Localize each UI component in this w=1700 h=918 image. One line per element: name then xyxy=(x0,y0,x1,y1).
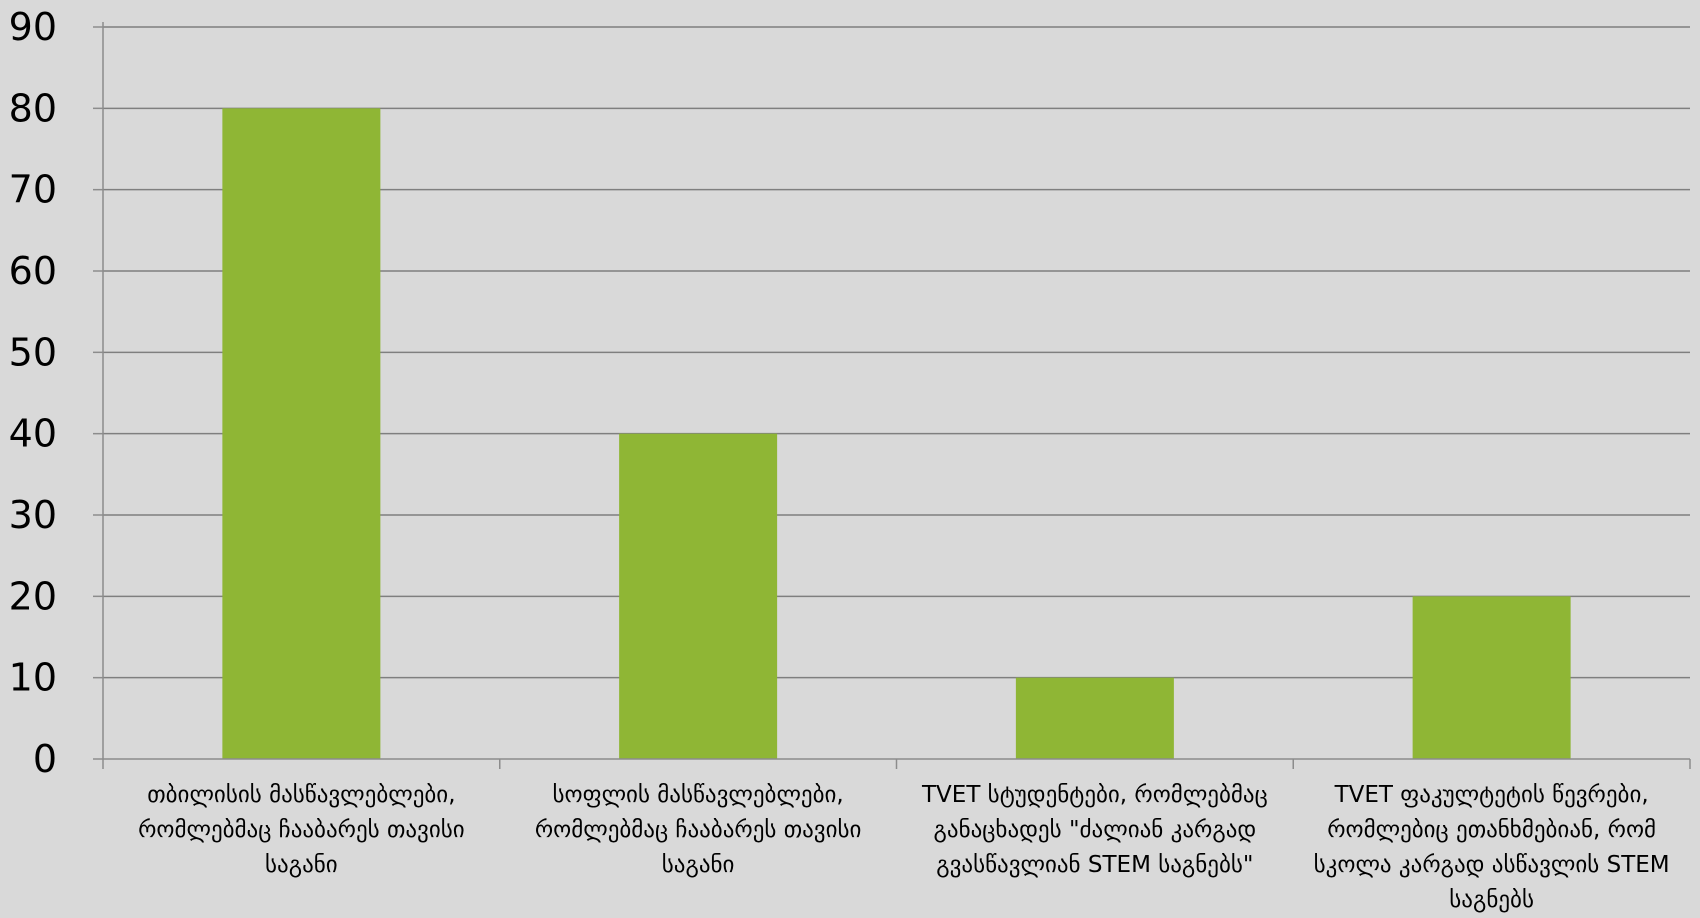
y-tick-label: 20 xyxy=(9,574,57,618)
axes xyxy=(93,22,1691,769)
bar xyxy=(222,108,381,760)
y-tick-label: 80 xyxy=(9,86,57,130)
y-tick-label: 90 xyxy=(9,5,57,49)
x-category-label: TVET ფაკულტეტის წევრები, რომლებიც ეთანხმ… xyxy=(1313,782,1670,913)
y-tick-label: 40 xyxy=(9,412,57,456)
bar xyxy=(619,433,778,759)
y-tick-label: 10 xyxy=(9,656,57,700)
x-category-label: სოფლის მასწავლებლები, რომლებმაც ჩააბარეს… xyxy=(534,782,862,878)
y-tick-label: 70 xyxy=(9,168,57,212)
bars xyxy=(222,108,1571,760)
y-tick-labels: 0 10 20 30 40 50 60 70 80 90 xyxy=(9,5,57,781)
x-category-label: თბილისის მასწავლებლები, რომლებმაც ჩააბარ… xyxy=(138,782,465,878)
y-tick-label: 30 xyxy=(9,493,57,537)
bar xyxy=(1015,677,1174,759)
y-tick-label: 60 xyxy=(9,249,57,293)
y-tick-label: 0 xyxy=(33,737,57,781)
x-category-label: TVET სტუდენტები, რომლებმაც განაცხადეს "ძ… xyxy=(922,782,1268,878)
y-tick-label: 50 xyxy=(9,330,57,374)
bar xyxy=(1412,596,1571,759)
